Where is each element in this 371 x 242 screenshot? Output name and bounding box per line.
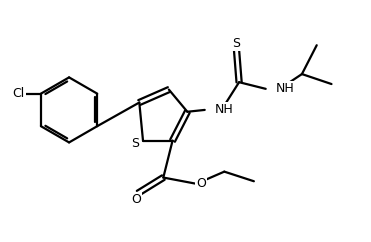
Text: NH: NH: [276, 82, 295, 95]
Text: S: S: [233, 37, 240, 50]
Text: O: O: [131, 193, 141, 206]
Text: Cl: Cl: [13, 87, 25, 100]
Text: O: O: [196, 177, 206, 189]
Text: NH: NH: [214, 103, 233, 116]
Text: S: S: [131, 137, 139, 150]
